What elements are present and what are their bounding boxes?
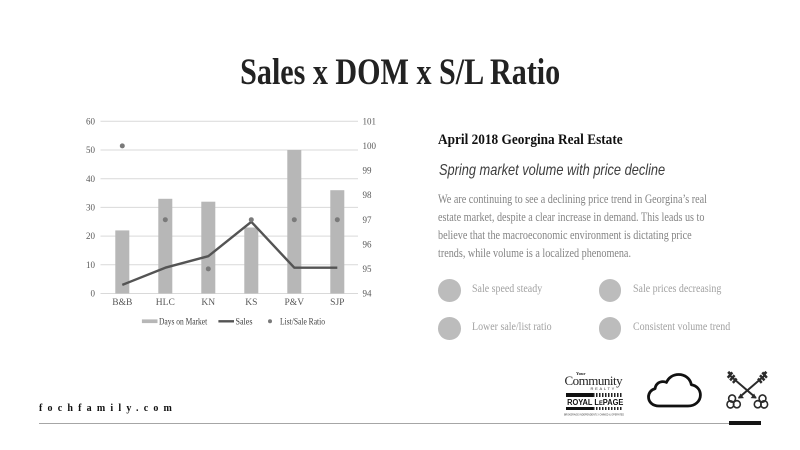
svg-text:Sales: Sales (236, 317, 253, 327)
svg-text:0: 0 (91, 289, 96, 299)
svg-text:40: 40 (86, 174, 96, 184)
svg-text:SJP: SJP (330, 298, 344, 308)
svg-text:List/Sale Ratio: List/Sale Ratio (280, 317, 325, 327)
svg-text:94: 94 (363, 289, 373, 299)
svg-text:101: 101 (363, 116, 377, 126)
svg-text:99: 99 (363, 166, 373, 176)
svg-text:60: 60 (86, 116, 96, 126)
svg-text:30: 30 (86, 203, 96, 213)
svg-text:10: 10 (86, 260, 96, 270)
svg-text:P&V: P&V (285, 298, 305, 308)
svg-text:HLC: HLC (156, 298, 175, 308)
svg-text:KS: KS (245, 298, 257, 308)
svg-text:B&B: B&B (112, 298, 132, 308)
svg-text:96: 96 (363, 239, 373, 249)
svg-text:95: 95 (363, 264, 373, 274)
svg-text:97: 97 (363, 215, 373, 225)
svg-text:50: 50 (86, 145, 96, 155)
svg-text:98: 98 (363, 190, 373, 200)
svg-text:Days on Market: Days on Market (159, 317, 207, 327)
svg-text:20: 20 (86, 231, 96, 241)
svg-text:100: 100 (363, 141, 377, 151)
svg-text:KN: KN (201, 298, 215, 308)
